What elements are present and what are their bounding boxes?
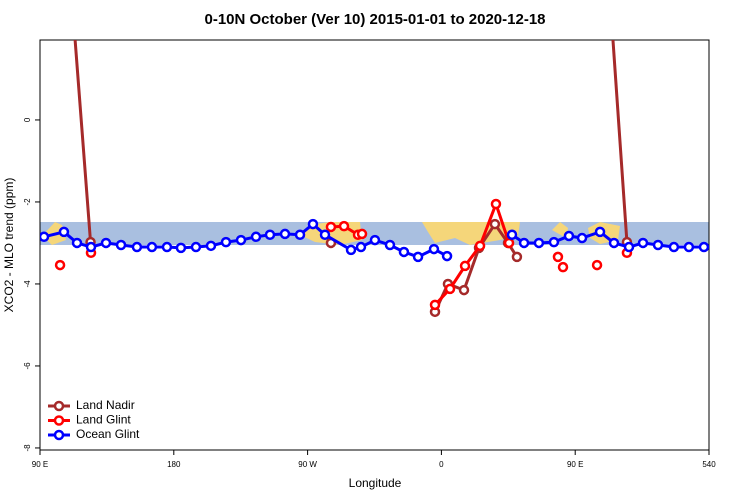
point: [557, 261, 569, 273]
point: [458, 284, 470, 296]
point: [250, 231, 262, 243]
y-tick-label: -6: [23, 362, 32, 370]
point: [356, 228, 368, 240]
point: [68, 0, 76, 1]
point: [623, 241, 635, 253]
y-tick-label: -8: [23, 444, 32, 452]
point: [489, 218, 501, 230]
point: [518, 237, 530, 249]
x-axis-title: Longitude: [349, 476, 402, 490]
point: [355, 241, 367, 253]
point: [58, 226, 70, 238]
x-tick-label: 90 E: [567, 460, 583, 469]
point: [591, 259, 603, 271]
point: [606, 0, 614, 1]
y-tick-label: 0: [23, 117, 32, 122]
point: [548, 236, 560, 248]
x-tick-label: 180: [167, 460, 181, 469]
point: [576, 232, 588, 244]
point: [608, 237, 620, 249]
point: [459, 260, 471, 272]
land: [552, 222, 568, 238]
point: [490, 198, 502, 210]
y-tick-label: -2: [23, 198, 32, 206]
y-tick-label: -4: [23, 280, 32, 288]
point: [594, 226, 606, 238]
point: [474, 240, 486, 252]
point: [652, 239, 664, 251]
legend-label: Land Nadir: [76, 398, 135, 412]
x-tick-label: 90 E: [32, 460, 48, 469]
chart-title: 0-10N October (Ver 10) 2015-01-01 to 202…: [204, 11, 545, 28]
point: [428, 243, 440, 255]
point: [429, 299, 441, 311]
point: [503, 237, 515, 249]
point: [71, 237, 83, 249]
point: [338, 220, 350, 232]
point: [307, 218, 319, 230]
point: [131, 241, 143, 253]
point: [698, 241, 709, 253]
point: [444, 283, 456, 295]
plot-area: [40, 0, 709, 318]
point: [412, 251, 424, 263]
point: [40, 231, 50, 243]
point: [668, 241, 680, 253]
point: [205, 240, 217, 252]
x-tick-label: 0: [439, 460, 444, 469]
point: [190, 241, 202, 253]
point: [264, 229, 276, 240]
point: [115, 239, 127, 251]
point: [345, 244, 357, 256]
legend-marker: [53, 415, 65, 426]
point: [552, 251, 564, 263]
point: [100, 237, 112, 249]
point: [398, 246, 410, 258]
series-line: [331, 204, 627, 305]
point: [319, 229, 331, 240]
point: [511, 251, 523, 263]
point: [441, 250, 453, 262]
point: [533, 237, 545, 249]
point: [683, 241, 695, 253]
legend-marker: [53, 400, 65, 412]
point: [146, 241, 158, 253]
x-tick-label: 90 W: [298, 460, 317, 469]
point: [220, 236, 232, 248]
point: [161, 241, 173, 253]
point: [563, 230, 575, 242]
point: [369, 234, 381, 246]
plot-frame: [39, 39, 710, 451]
x-tick-label: 540: [702, 460, 716, 469]
legend-label: Ocean Glint: [76, 427, 140, 441]
series-line: [73, 40, 629, 313]
point: [175, 242, 187, 254]
point: [325, 221, 337, 233]
legend-marker: [53, 429, 65, 441]
y-axis-title: XCO2 - MLO trend (ppm): [2, 178, 16, 313]
point: [85, 241, 97, 253]
point: [506, 229, 518, 240]
point: [54, 259, 66, 271]
point: [235, 234, 247, 246]
point: [294, 229, 306, 240]
point: [279, 228, 291, 240]
point: [637, 237, 649, 249]
legend-label: Land Glint: [76, 413, 131, 427]
point: [384, 239, 396, 251]
